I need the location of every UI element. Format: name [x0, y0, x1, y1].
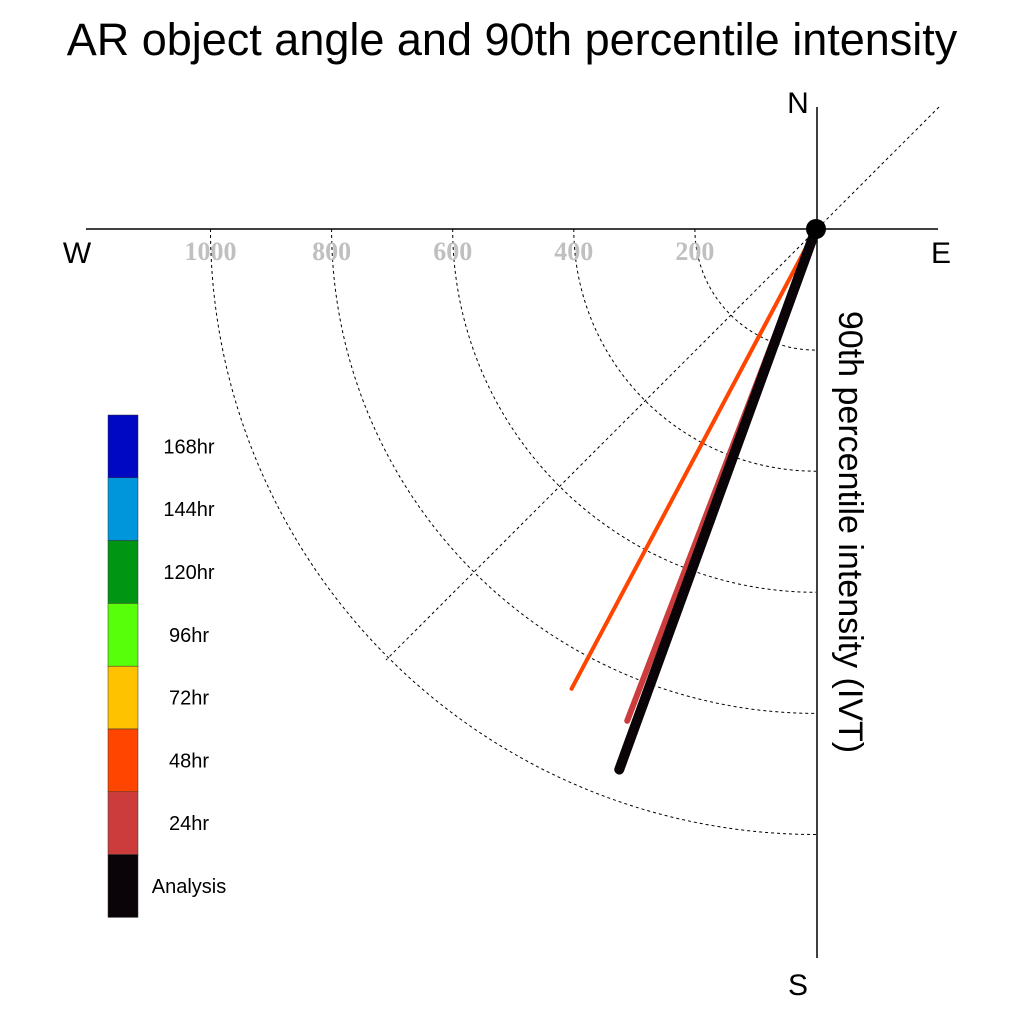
legend-label: 48hr	[169, 750, 209, 772]
legend-swatch	[107, 728, 139, 793]
range-ring	[573, 228, 817, 472]
legend-swatch	[107, 665, 139, 730]
legend-swatch	[107, 414, 139, 479]
range-ring	[210, 228, 817, 835]
legend-swatch	[107, 791, 139, 855]
legend-label: 24hr	[169, 813, 209, 835]
legend-label: 168hr	[163, 436, 214, 458]
vector-analysis	[614, 224, 821, 775]
legend-label: 96hr	[169, 625, 209, 647]
axes	[86, 106, 940, 958]
north-label: N	[787, 87, 809, 120]
tick-label: 200	[675, 237, 714, 266]
vector-48hr	[569, 227, 818, 691]
tick-label: 800	[312, 237, 351, 266]
range-ring	[694, 228, 817, 351]
chart-title: AR object angle and 90th percentile inte…	[66, 14, 958, 65]
radial-ticks: 200 400 600 800 1000	[185, 237, 715, 266]
legend-swatch	[107, 540, 139, 604]
legend-label: Analysis	[152, 876, 226, 898]
grid	[210, 228, 817, 835]
vectors	[569, 224, 821, 775]
diagonal-reference-line	[385, 106, 940, 661]
south-label: S	[788, 969, 808, 1002]
west-label: W	[63, 237, 92, 270]
legend-label: 120hr	[163, 562, 214, 584]
legend-swatch	[107, 477, 139, 541]
legend-swatch	[107, 603, 139, 667]
tick-label: 600	[433, 237, 472, 266]
legend-swatch	[107, 854, 139, 918]
tick-label: 400	[554, 237, 593, 266]
range-ring	[452, 228, 817, 593]
range-ring	[331, 228, 817, 714]
radial-axis-label: 90th percentile intensity (IVT)	[831, 311, 869, 753]
origin-marker	[806, 219, 826, 239]
legend-label: 144hr	[163, 499, 214, 521]
legend: 168hr 144hr 120hr 96hr 72hr 48hr 24hr Analysis	[107, 414, 226, 918]
tick-label: 1000	[185, 237, 237, 266]
legend-label: 72hr	[169, 688, 209, 710]
east-label: E	[931, 237, 951, 270]
